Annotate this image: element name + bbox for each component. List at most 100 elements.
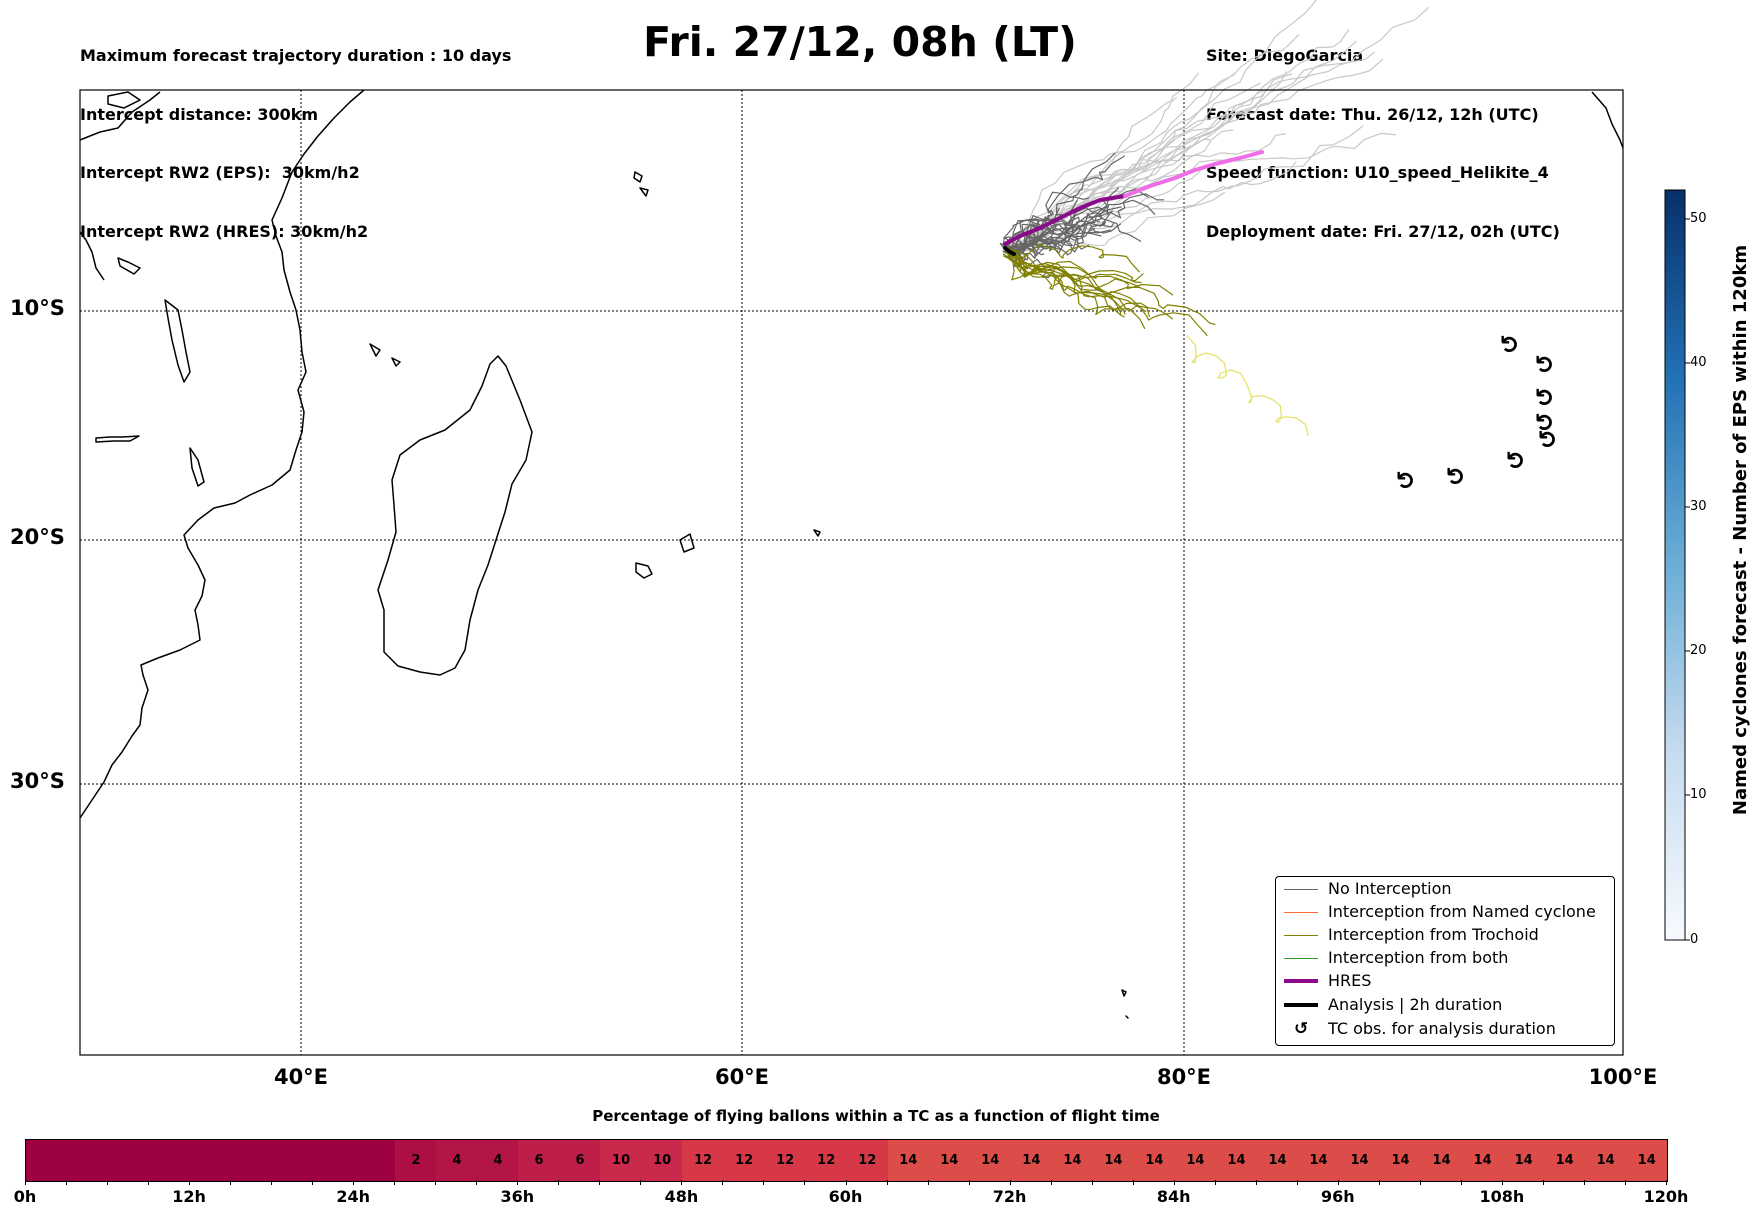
lon-label-100e: 100°E (1588, 1065, 1658, 1089)
late-trajectory (1008, 191, 1225, 256)
info-deployment-date: Deployment date: Fri. 27/12, 02h (UTC) (1206, 221, 1560, 241)
legend-label: No Interception (1328, 879, 1452, 898)
flight-time-segment: 14 (1297, 1140, 1340, 1181)
legend-item-no-interception: No Interception (1276, 878, 1614, 900)
flight-time-segment: 14 (1133, 1140, 1176, 1181)
hour-label: 108h (1479, 1187, 1525, 1206)
hour-tick (1501, 1180, 1503, 1185)
lake-turkana (117, 257, 141, 275)
flight-time-segment: 14 (1461, 1140, 1504, 1181)
trochoid-trajectory (1003, 255, 1141, 291)
reunion (679, 533, 695, 553)
info-left-block: Maximum forecast trajectory duration : 1… (80, 7, 511, 261)
legend-swatch (1284, 935, 1318, 936)
hour-tick (1378, 1180, 1380, 1185)
legend-swatch (1284, 1003, 1318, 1007)
legend-swatch (1284, 958, 1318, 959)
hour-tick (599, 1180, 601, 1185)
late-trajectory (1003, 7, 1429, 253)
flight-time-segment: 14 (1379, 1140, 1422, 1181)
legend-swatch (1284, 979, 1318, 983)
flight-time-segment: 12 (764, 1140, 806, 1181)
lat-label-10s: 10°S (10, 296, 65, 320)
info-duration: Maximum forecast trajectory duration : 1… (80, 46, 512, 65)
analysis-trajectory (1003, 246, 1016, 256)
tc-symbol-icon: ↺ (1442, 466, 1470, 486)
socotra (107, 91, 141, 109)
no-interception-trajectory (1005, 206, 1122, 256)
sumatra-tip (1591, 91, 1624, 149)
no-interception-trajectory (1007, 222, 1115, 268)
hour-label: 36h (500, 1187, 535, 1206)
flight-time-segment: 14 (1420, 1140, 1463, 1181)
tc-symbol-icon: ↺ (1496, 334, 1524, 354)
hour-tick (1255, 1180, 1257, 1185)
colorbar-tick-label: 0 (1690, 932, 1699, 947)
hour-tick (25, 1180, 26, 1185)
hour-tick (968, 1180, 970, 1185)
tc-symbol-icon: ↺ (1392, 470, 1420, 490)
colorbar-tick-label: 50 (1690, 211, 1707, 226)
hour-tick (230, 1180, 232, 1185)
late-trajectory (1002, 58, 1384, 248)
hour-tick (640, 1180, 642, 1185)
colorbar (1664, 189, 1686, 941)
colorbar-tick-label: 40 (1690, 355, 1707, 370)
tc-symbol-icon: ↺ (1534, 429, 1562, 449)
hour-tick (886, 1180, 888, 1185)
mascarene-rodrigues (813, 529, 821, 537)
lat-label-20s: 20°S (10, 525, 65, 549)
legend-item-tc-obs: ↺ TC obs. for analysis duration (1276, 1018, 1614, 1040)
hour-tick (1132, 1180, 1134, 1185)
legend-label: Analysis | 2h duration (1328, 995, 1503, 1014)
hour-tick (517, 1180, 519, 1185)
hour-tick (1666, 1180, 1667, 1185)
hour-tick (271, 1180, 273, 1185)
chagos-islands (1121, 989, 1129, 1019)
hour-tick (107, 1180, 109, 1185)
flight-time-segment: 14 (969, 1140, 1012, 1181)
tc-symbol-icon: ↺ (1502, 450, 1530, 470)
legend-label: Interception from Named cyclone (1328, 902, 1596, 921)
flight-time-segment: 14 (1256, 1140, 1299, 1181)
trajectory-layer (999, 0, 1429, 436)
info-intercept-distance: Intercept distance: 300km (80, 104, 319, 124)
hour-tick (927, 1180, 929, 1185)
flight-time-segment: 14 (1092, 1140, 1135, 1181)
flight-time-segment: 12 (682, 1140, 724, 1181)
trochoid-trajectory (1010, 252, 1142, 284)
flight-time-title: Percentage of flying ballons within a TC… (592, 1107, 1160, 1125)
seychelles (633, 171, 649, 197)
flight-time-segment: 2 (395, 1140, 437, 1181)
coastlines (79, 89, 1624, 1019)
map-legend: No Interception Interception from Named … (1275, 876, 1615, 1046)
page-title: Fri. 27/12, 08h (LT) (643, 18, 1077, 66)
legend-label: Interception from both (1328, 948, 1509, 967)
tc-symbol-icon: ↺ (1531, 354, 1559, 374)
flight-time-segment: 14 (1338, 1140, 1381, 1181)
legend-swatch (1284, 912, 1318, 913)
flight-time-segment: 12 (846, 1140, 889, 1181)
flight-time-segment: 10 (641, 1140, 683, 1181)
legend-item-analysis: Analysis | 2h duration (1276, 994, 1614, 1016)
late-trajectory (1011, 71, 1287, 255)
flight-time-segment: 14 (1502, 1140, 1545, 1181)
map-frame (79, 89, 1624, 1056)
hour-tick (1296, 1180, 1298, 1185)
hour-label: 24h (336, 1187, 371, 1206)
hour-tick (1583, 1180, 1585, 1185)
flight-time-segment (26, 1140, 396, 1181)
colorbar-tick-label: 20 (1690, 643, 1707, 658)
hres-trajectory (1003, 194, 1127, 246)
flight-time-segment: 12 (805, 1140, 847, 1181)
late-trajectory (1009, 40, 1357, 252)
trochoid-trajectory (1011, 252, 1146, 329)
info-intercept-eps: Intercept RW2 (EPS): 30km/h2 (80, 163, 360, 182)
africa-horn-coast (79, 231, 105, 281)
no-interception-trajectory (1008, 217, 1142, 259)
late-trajectory (1007, 82, 1261, 250)
lake-malawi (189, 447, 205, 487)
hour-tick (353, 1180, 355, 1185)
mauritius (635, 562, 653, 579)
